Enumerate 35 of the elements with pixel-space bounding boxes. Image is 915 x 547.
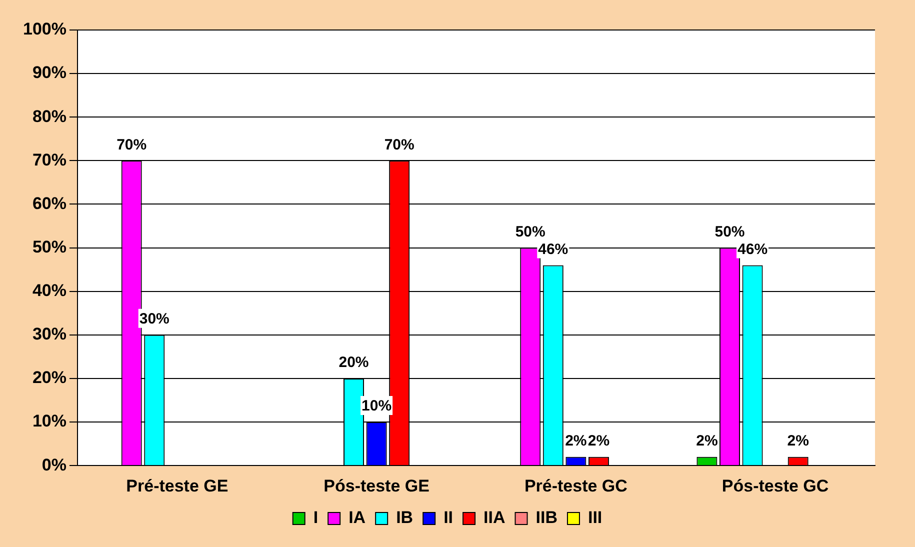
- y-tick-label: 60%: [32, 194, 66, 213]
- data-label: 50%: [714, 223, 745, 240]
- x-tick-label: Pós-teste GC: [722, 476, 829, 496]
- y-tick-label: 70%: [32, 150, 66, 170]
- data-label: 10%: [362, 398, 392, 415]
- legend-label: IB: [396, 508, 414, 528]
- y-tick-label: 20%: [32, 368, 66, 388]
- y-tick-label: 100%: [22, 20, 66, 39]
- x-tick-label: Pós-teste GE: [324, 476, 430, 496]
- y-tick-label: 10%: [32, 412, 66, 431]
- legend-label: IIA: [484, 508, 506, 528]
- y-tick-label: 40%: [32, 281, 66, 300]
- data-label: 2%: [588, 432, 610, 450]
- legend-label: I: [313, 508, 318, 528]
- data-label: 46%: [538, 240, 568, 258]
- y-tick-label: 80%: [32, 106, 66, 126]
- data-label: 2%: [696, 432, 718, 450]
- legend-label: IIB: [536, 508, 558, 528]
- data-label: 70%: [384, 136, 414, 154]
- x-tick-label: Pré-teste GE: [126, 476, 228, 496]
- data-label: 70%: [116, 136, 147, 154]
- data-label: 46%: [738, 240, 768, 258]
- y-tick-label: 90%: [32, 63, 66, 82]
- data-label: 30%: [139, 310, 170, 328]
- data-label: 50%: [515, 223, 546, 240]
- data-label: 20%: [338, 354, 369, 372]
- data-label: 2%: [565, 432, 587, 450]
- y-tick-label: 30%: [32, 324, 66, 344]
- legend-label: II: [444, 508, 454, 528]
- data-label: 2%: [787, 432, 809, 450]
- legend-label: IA: [348, 508, 366, 528]
- x-tick-label: Pré-teste GC: [524, 476, 628, 496]
- y-tick-label: 50%: [32, 237, 66, 256]
- y-tick-label: 0%: [42, 455, 66, 474]
- legend-label: III: [588, 508, 602, 528]
